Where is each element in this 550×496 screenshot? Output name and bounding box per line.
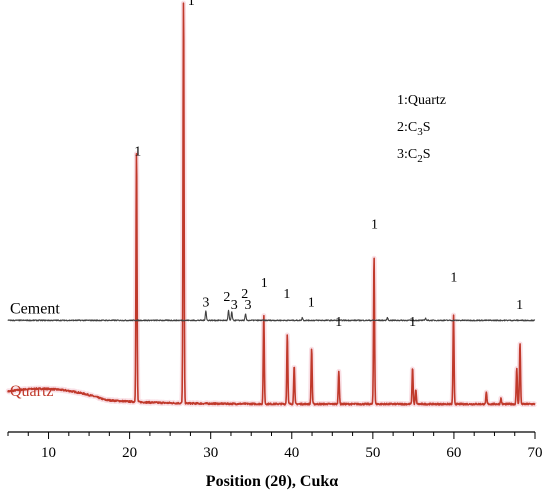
legend: 1:Quartz 2:C3S 3:C2S (397, 93, 446, 165)
peak-label: 1 (371, 217, 378, 232)
peak-label: 1 (450, 270, 457, 285)
x-axis: 10 20 30 40 50 60 70 (7, 431, 543, 461)
x-tick-label: 10 (41, 445, 56, 461)
x-tick-label: 70 (528, 445, 543, 461)
peak-label: 1 (283, 287, 290, 302)
peak-label: 3 (244, 298, 251, 313)
plot-area: Cement Quartz (5, 0, 538, 408)
peak-label: 1 (188, 0, 195, 9)
x-tick-label: 50 (365, 445, 380, 461)
peak-label: 1 (409, 315, 416, 330)
peak-label: 1 (261, 276, 268, 291)
x-axis-label: Position (2θ), Cukα (206, 473, 338, 490)
series-line-cement (7, 309, 536, 322)
peak-label: 1 (516, 298, 523, 313)
peak-label: 3 (231, 298, 238, 313)
legend-entry: 1:Quartz (397, 93, 446, 108)
peak-label: 1 (134, 145, 141, 160)
peak-label: 3 (202, 295, 209, 310)
series-label-cement: Cement (10, 300, 60, 317)
series-line-quartz (7, 2, 536, 406)
x-tick-label: 20 (122, 445, 137, 461)
x-tick-label: 30 (203, 445, 218, 461)
legend-entry: 3:C2S (397, 147, 431, 165)
x-tick-label: 60 (446, 445, 461, 461)
peak-label: 2 (223, 290, 230, 305)
peak-label: 2 (241, 287, 248, 302)
series-line-quartz-glow (5, 0, 538, 408)
legend-entry: 2:C3S (397, 120, 431, 138)
x-tick-label: 40 (284, 445, 299, 461)
series-label-quartz: Quartz (10, 383, 54, 400)
peak-label: 1 (308, 295, 315, 310)
peak-label: 1 (335, 315, 342, 330)
